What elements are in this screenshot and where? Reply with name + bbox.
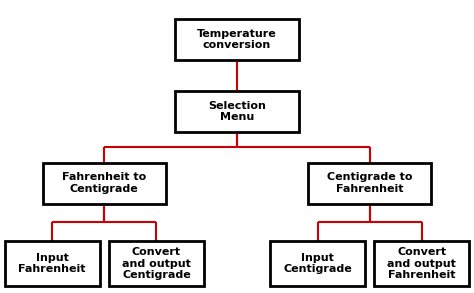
Text: Convert
and output
Fahrenheit: Convert and output Fahrenheit (387, 247, 456, 280)
FancyBboxPatch shape (175, 91, 299, 132)
FancyBboxPatch shape (5, 241, 100, 287)
Text: Centigrade to
Fahrenheit: Centigrade to Fahrenheit (327, 172, 412, 194)
FancyBboxPatch shape (43, 163, 166, 204)
FancyBboxPatch shape (109, 241, 204, 287)
Text: Temperature
conversion: Temperature conversion (197, 29, 277, 50)
Text: Input
Fahrenheit: Input Fahrenheit (18, 253, 86, 275)
FancyBboxPatch shape (308, 163, 431, 204)
Text: Fahrenheit to
Centigrade: Fahrenheit to Centigrade (62, 172, 146, 194)
FancyBboxPatch shape (270, 241, 365, 287)
FancyBboxPatch shape (374, 241, 469, 287)
Text: Convert
and output
Centigrade: Convert and output Centigrade (122, 247, 191, 280)
Text: Input
Centigrade: Input Centigrade (283, 253, 352, 275)
FancyBboxPatch shape (175, 19, 299, 60)
Text: Selection
Menu: Selection Menu (208, 100, 266, 122)
